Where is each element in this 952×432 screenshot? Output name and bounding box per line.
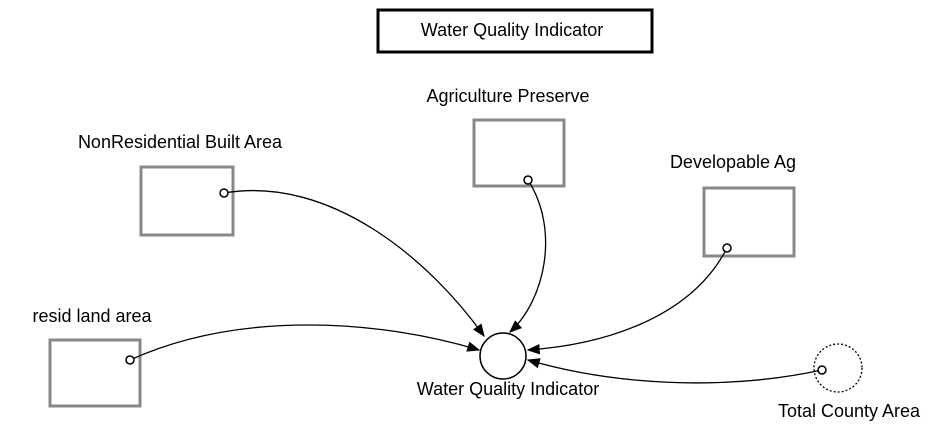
node-label: Total County Area: [778, 401, 921, 421]
ghost-converter: [813, 343, 863, 393]
stock: [702, 186, 796, 258]
stock: [472, 118, 566, 188]
converter: [479, 332, 527, 380]
connector-origin: [817, 365, 827, 375]
connector-origin: [722, 243, 732, 253]
title-box: [376, 8, 654, 54]
stock: [48, 338, 142, 408]
node-label: Developable Ag: [670, 152, 796, 172]
connector-origin: [219, 188, 229, 198]
connector-origin: [523, 175, 533, 185]
connector: [129, 324, 481, 361]
title: Water Quality Indicator: [421, 20, 603, 40]
connector: [526, 247, 728, 355]
connector: [223, 189, 485, 338]
node-label: NonResidential Built Area: [78, 132, 283, 152]
node-label: Agriculture Preserve: [426, 86, 589, 106]
node-label: Water Quality Indicator: [417, 379, 599, 399]
connector: [509, 179, 547, 333]
node-label: resid land area: [32, 306, 152, 326]
connector-origin: [125, 355, 135, 365]
stock: [139, 165, 235, 237]
connector: [526, 358, 823, 384]
